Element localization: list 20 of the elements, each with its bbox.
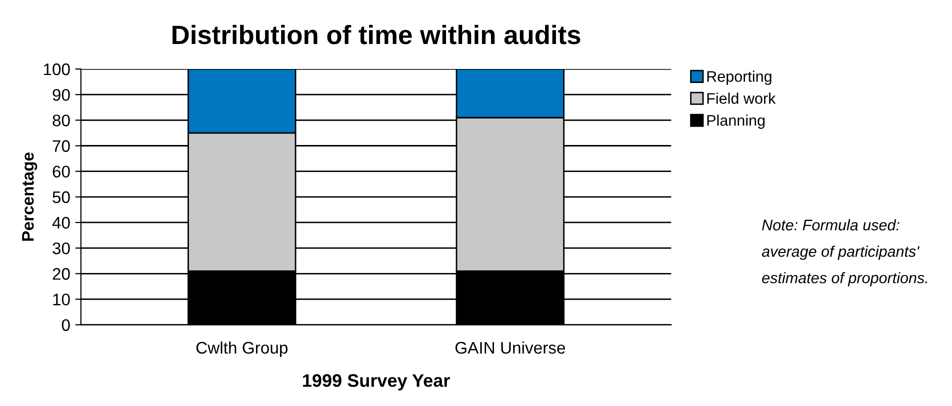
y-tick-label: 60 — [52, 166, 70, 178]
y-axis-title: Percentage — [22, 152, 38, 241]
y-tick-label: 30 — [52, 242, 70, 254]
y-tick-label: 0 — [62, 319, 70, 332]
y-tick-label: 40 — [52, 216, 70, 229]
y-tick-label: 70 — [52, 140, 70, 152]
y-tick-label: 90 — [52, 89, 70, 101]
legend-label: Planning — [707, 114, 765, 129]
x-tick-label: GAIN Universe — [455, 341, 566, 354]
y-tick-label: 100 — [44, 63, 70, 76]
y-tick-label: 20 — [52, 268, 70, 280]
legend-label: Field work — [707, 92, 776, 104]
text: Note: Formula used: average of participants' estimates of proportions. — [762, 219, 928, 286]
y-tick-label: 80 — [52, 114, 70, 126]
y-tick-label: 10 — [53, 294, 70, 306]
x-tick-label: Cwlth Group — [196, 341, 288, 358]
chart-title: Distribution of time within audits — [172, 24, 580, 44]
y-tick-label: 50 — [52, 191, 70, 204]
x-axis-title: 1999 Survey Year — [303, 374, 450, 390]
legend-label: Reporting — [707, 70, 772, 85]
